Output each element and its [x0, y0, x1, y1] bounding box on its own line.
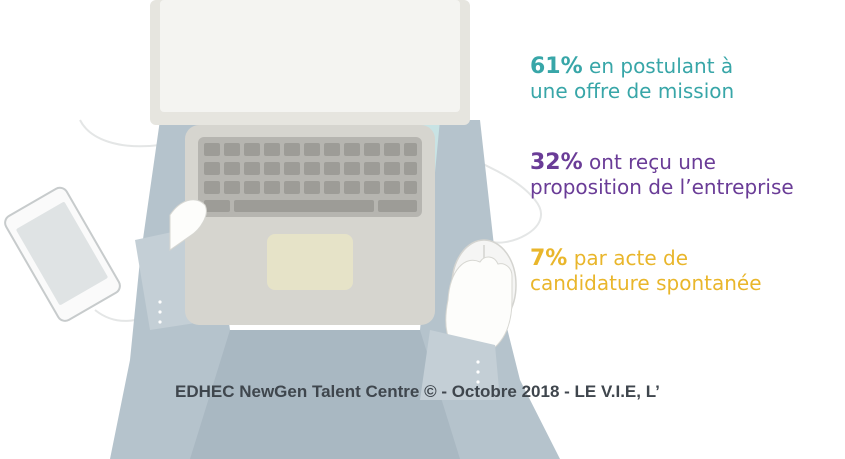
- laptop-trackpad: [267, 234, 353, 290]
- stat-text-line1: ont reçu une: [582, 150, 716, 174]
- stat-text-line2: proposition de l’entreprise: [530, 175, 794, 199]
- jacket-shadow: [190, 330, 460, 459]
- stat-percent: 32%: [530, 150, 583, 175]
- right-sleeve: [420, 330, 500, 400]
- stat-mission-offer: 61% en postulant à une offre de mission: [530, 54, 734, 103]
- stat-percent: 7%: [530, 246, 568, 271]
- left-hand: [169, 199, 207, 251]
- stat-text-line2: une offre de mission: [530, 79, 735, 103]
- laptop-keyboard: [198, 137, 422, 217]
- cable: [79, 119, 161, 148]
- stat-text-line1: en postulant à: [582, 54, 734, 78]
- stat-text-line2: candidature spontanée: [530, 271, 762, 295]
- stat-percent: 61%: [530, 54, 583, 79]
- laptop-screen: [160, 0, 460, 112]
- stat-text-line1: par acte de: [567, 246, 689, 270]
- footer-credit: EDHEC NewGen Talent Centre © - Octobre 2…: [175, 382, 660, 401]
- stat-spontaneous-application: 7% par acte de candidature spontanée: [530, 246, 762, 295]
- stat-company-proposal: 32% ont reçu une proposition de l’entrep…: [530, 150, 794, 199]
- phone-icon: [4, 186, 121, 322]
